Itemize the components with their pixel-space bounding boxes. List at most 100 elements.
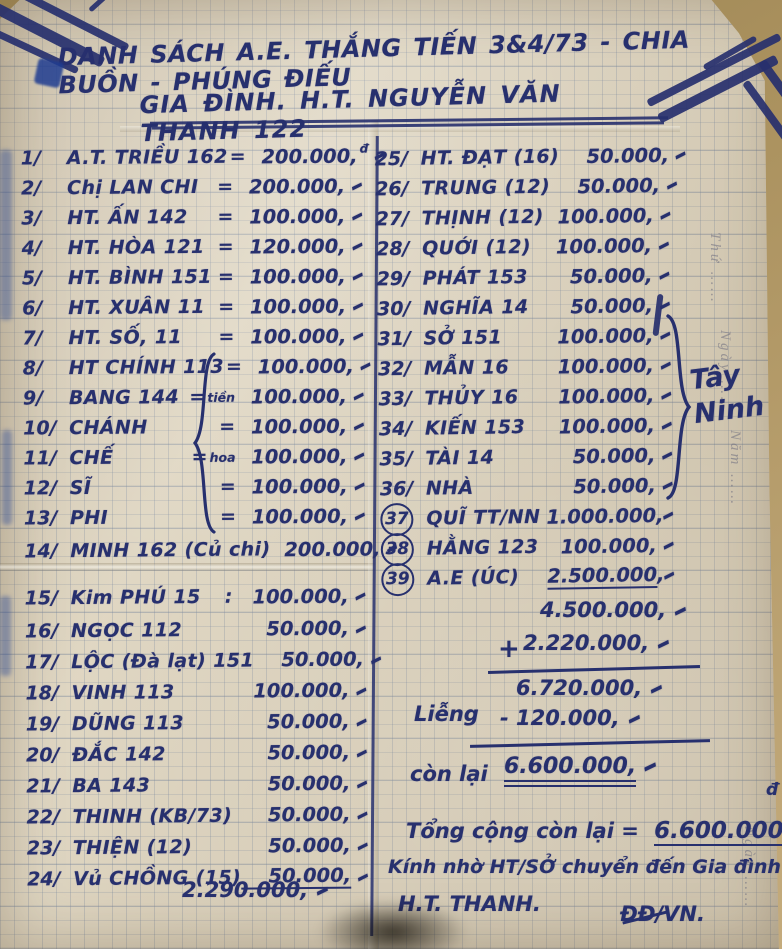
row-name: KIẾN 153 [424,416,526,440]
row-amount: 50.000, [268,833,351,858]
footer-note: Kính nhờ HT/SỞ chuyển đến Gia đình [388,856,781,878]
row-equals: : [224,585,233,608]
right-column: 25/HT. ĐẠT (16) 50.000, -26/TRUNG (12) 50.0… [374,140,693,596]
row-amount: 50.000, [267,771,351,796]
row-equals: = [225,355,243,378]
row-name: THỊNH (12) [421,205,544,230]
row-name: MẪN 16 [423,356,510,380]
row-number: 25/ [374,147,409,171]
list-row: 28/QUỚI (12) 100.000, - [376,230,676,265]
row-number: 21/ [26,774,60,798]
row-equals: = [217,235,234,258]
plus-sign: + [498,634,520,664]
currency-mark: đ [766,780,779,800]
row-amount: 200.000, [284,536,381,561]
row-number: 39 [381,562,415,596]
row-amount: 100.000, [249,204,346,229]
list-row: 26/TRUNG (12) 50.000, - [375,170,684,205]
row-number: 24/ [27,867,61,891]
sum-left-column: 2.220.000,- [523,626,677,660]
row-number: 30/ [376,297,411,321]
row-name: Kim PHÚ 15 [70,585,201,610]
row-equals: = [219,505,237,528]
row-amount: 100.000, [252,584,349,609]
row-number: 11/ [23,447,57,470]
sum-right-column: 4.500.000,- [540,593,694,627]
list-row: 22/THINH (KB/73) 50.000, - [26,798,375,832]
list-row: 23/THIỆN (12) 50.000, - [27,829,375,863]
row-equals: = [218,325,235,348]
list-row: 5/HT. BÌNH 151 = 100.000, - [22,260,370,293]
row-amount: 100.000, [557,353,655,379]
list-row: 36/NHÀ 50.000, - [380,470,680,505]
row-amount: 100.000, [257,354,355,378]
row-number: 31/ [377,327,412,351]
row-number: 10/ [23,417,57,440]
row-name: HẰNG 123 [426,535,539,560]
row-amount: 100.000, [249,264,346,289]
footer-total-line: Tổng cộng còn lại = 6.600.000, [406,818,782,846]
row-number: 27/ [375,207,410,231]
deduction-amount: - 120.000,- [500,701,648,735]
row-number: 16/ [24,619,59,643]
row-name: TRUNG (12) [421,175,551,200]
row-amount: 2.500.000, [547,562,665,590]
row-equals: = [229,145,246,168]
preprinted-nam-label: Năm …… [727,430,743,507]
row-amount: 50.000, [267,709,350,734]
row-name: BA 143 [72,773,151,797]
row-name: NGỌC 112 [70,618,183,642]
list-row: 14/MINH 162 (Củ chi) 200.000, - [24,530,405,569]
row-number: 18/ [25,681,60,705]
left-column-total: 2.290.000,- [182,873,336,907]
footer-total-label: Tổng cộng còn lại = [406,819,639,843]
list-row: 4/HT. HÒA 121 = 120.000, - [22,230,370,263]
list-row: 7/HT. SỐ, 11 = 100.000, - [22,320,370,353]
list-row: 20/ĐẮC 142 50.000, - [26,736,374,770]
row-equals: = [217,265,234,288]
photo-shadow [318,900,468,949]
row-amount: 50.000, [267,802,351,827]
blue-stamp-mark [2,430,12,525]
row-name: PHÁT 153 [422,265,528,290]
row-name: HT. SỐ, 11 [68,326,183,350]
list-row: 34/KIẾN 153 100.000, - [379,410,679,445]
row-amount: 100.000, [558,383,655,409]
row-amount: 100.000, [250,414,348,439]
row-name: Chị LAN CHI [67,175,199,200]
list-row: 2/Chị LAN CHI = 200.000, - [21,170,369,203]
row-name: HT. ẤN 142 [67,206,188,230]
row-number: 38 [380,532,415,566]
row-number: 5/ [21,267,43,290]
row-number: 8/ [22,357,43,380]
list-row: 1/A.T. TRIỀU 162 = 200.000, đ - [21,140,393,173]
row-equals: = [219,475,236,498]
row-number: 33/ [378,387,413,411]
row-amount: 100.000, [253,678,350,703]
footer-total-value: 6.600.000, [654,818,782,846]
row-amount: 100.000, [251,474,348,499]
preprinted-ngay-label: Ngày …… [717,330,733,414]
row-amount: 50.000, [281,647,365,672]
row-name: BANG 144 [68,386,180,410]
row-name: NHÀ [425,476,474,500]
row-name: MINH 162 (Củ chi) [70,538,271,563]
row-amount: 100.000, [251,504,349,529]
blue-stamp-mark [0,150,12,320]
row-amount: 50.000, [569,263,653,288]
row-number: 4/ [21,237,42,260]
brace-left [192,352,216,534]
row-number: 14/ [24,540,58,563]
row-equals: = [217,205,234,228]
row-equals: = [217,175,234,198]
row-number: 37 [380,502,414,536]
list-row: 35/TÀI 14 50.000, - [379,440,679,475]
blue-stamp-mark [0,596,11,676]
row-name: CHẾ [69,446,114,470]
row-name: HT. BÌNH 151 [67,265,212,290]
row-number: 28/ [375,237,410,261]
row-amount: 1.000.000, [546,503,664,529]
row-number: 26/ [375,177,409,201]
row-amount: 50.000, [577,173,661,198]
